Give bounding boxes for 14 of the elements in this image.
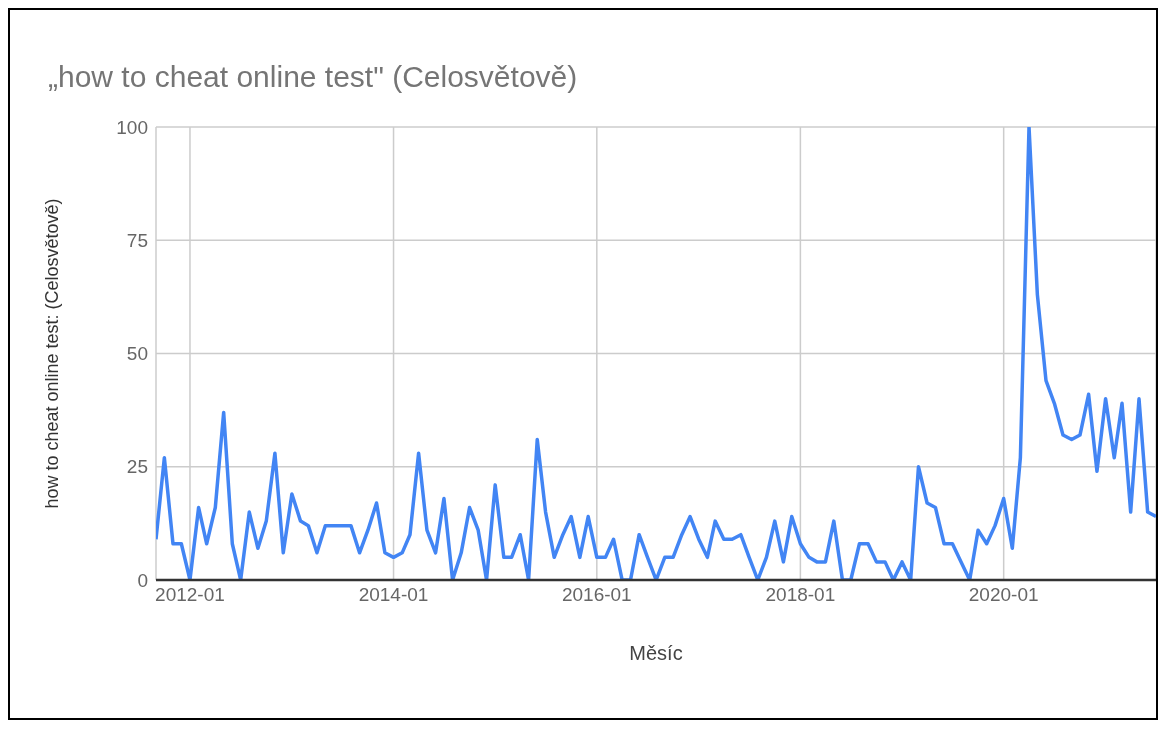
line-series <box>156 127 1156 580</box>
x-tick-label: 2014-01 <box>358 584 429 606</box>
y-tick-label: 0 <box>137 569 148 591</box>
y-tick-label: 25 <box>126 456 148 478</box>
y-axis-title: how to cheat online test: (Celosvětově) <box>42 198 63 509</box>
y-tick-label: 75 <box>126 229 148 251</box>
x-tick-label: 2020-01 <box>968 584 1039 606</box>
x-axis-title: Měsíc <box>629 642 683 664</box>
y-tick-label: 50 <box>126 343 148 365</box>
chart-title: „how to cheat online test" (Celosvětově) <box>48 60 578 94</box>
x-tick-label: 2016-01 <box>561 584 632 606</box>
x-tick-label: 2018-01 <box>765 584 836 606</box>
y-tick-label: 100 <box>116 116 148 138</box>
x-tick-label: 2012-01 <box>155 584 225 606</box>
